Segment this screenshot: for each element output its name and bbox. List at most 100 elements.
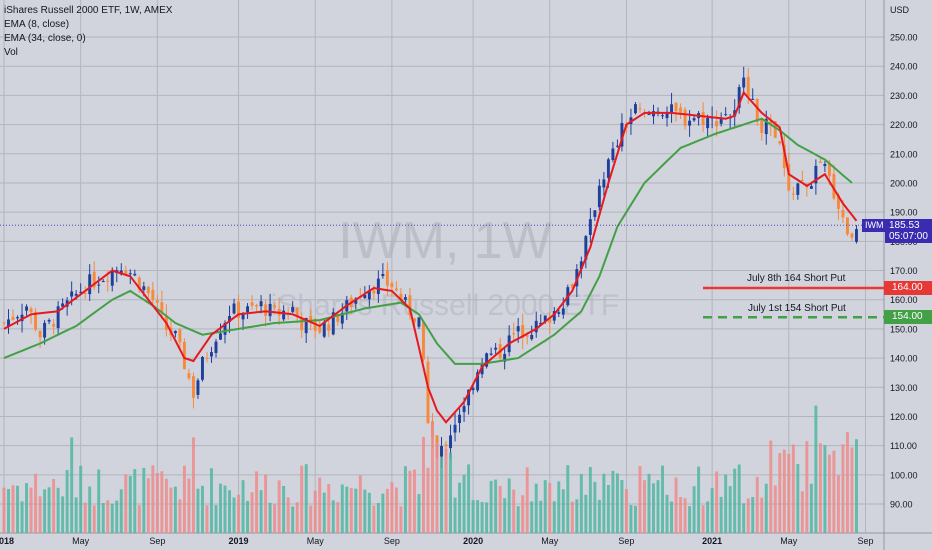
candle-body [38,330,42,338]
candle-body [615,145,619,147]
candle-body [20,314,24,322]
candle-body [525,335,529,337]
candle-body [706,117,710,129]
volume-bar [733,468,737,533]
volume-bar [417,493,421,533]
legend-title: iShares Russell 2000 ETF, 1W, AMEX [4,5,173,16]
candle-body [92,271,96,288]
volume-bar [106,500,110,533]
candle-body [557,312,561,314]
volume-bar [485,502,489,533]
volume-bar [363,489,367,533]
x-tick-label: May [307,536,325,546]
volume-bar [277,480,281,533]
candle-body [223,323,227,335]
candle-body [476,372,480,391]
candle-body [79,291,83,293]
candle-body [755,98,759,122]
candle-body [363,294,367,299]
volume-bar [83,502,87,533]
watermark-symbol: IWM, 1W [338,212,552,270]
candle-body [295,307,299,316]
volume-bar [629,505,633,533]
candle-body [417,317,421,327]
candle-body [746,76,750,97]
volume-bar [516,506,520,533]
candle-body [773,121,777,138]
candle-body [845,217,849,235]
volume-bar [70,437,74,533]
volume-bar [223,485,227,533]
volume-bar [426,467,430,533]
candle-body [611,148,615,161]
volume-bar [200,485,204,533]
volume-bar [264,474,268,533]
volume-bar [232,497,236,533]
candle-body [855,229,858,242]
volume-bar [97,469,101,533]
volume-bar [300,465,304,533]
volume-bar [773,485,777,533]
x-tick-label: Sep [618,536,634,546]
candle-body [534,320,538,333]
x-tick-label: 2020 [463,536,483,546]
volume-bar [584,494,588,533]
candle-body [399,293,403,301]
volume-bar [47,487,51,533]
candle-body [516,326,520,332]
candle-body [273,305,277,308]
volume-bar [173,486,177,533]
candle-body [570,284,574,288]
volume-bar [268,502,272,533]
candle-body [606,159,610,178]
candle-body [34,311,38,330]
candle-body [367,290,371,300]
annotation-154-put: July 1st 154 Short Put [748,303,846,314]
candle-body [318,326,322,333]
volume-bar [259,490,263,533]
volume-bar [751,497,755,533]
candle-body [850,233,854,238]
volume-bar [643,480,646,533]
volume-bar [155,473,159,533]
volume-bar [588,466,592,533]
candle-body [836,194,840,209]
volume-bar [769,440,773,533]
volume-bar [615,473,619,533]
candle-body [800,179,804,181]
volume-bar [241,480,245,533]
candle-body [494,347,498,350]
candle-body [764,119,768,135]
y-tick-label: 190.00 [890,208,918,218]
volume-bar [295,502,299,533]
candle-body [408,295,412,315]
volume-bar [133,469,137,533]
volume-bar [449,452,452,533]
volume-bar [376,502,380,533]
volume-bar [160,471,164,533]
candle-body [101,281,105,283]
volume-bar [494,479,498,533]
volume-bar [503,498,507,533]
candle-body [385,270,389,286]
candle-body [155,300,159,303]
candle-body [160,302,164,312]
candle-body [778,141,782,144]
volume-bar [372,505,376,533]
candle-body [336,313,340,322]
candle-body [688,120,692,126]
y-tick-label: 130.00 [890,383,918,393]
volume-bar [119,489,123,533]
candle-body [724,114,728,116]
volume-bar [697,466,701,533]
volume-bar [633,505,637,533]
volume-bar [836,475,840,533]
volume-bar [566,465,570,533]
volume-bar [205,505,209,533]
y-tick-label: 210.00 [890,149,918,159]
candle-body [191,376,195,398]
volume-bar [674,477,678,533]
volume-bar [88,486,92,533]
volume-bar [683,498,687,533]
